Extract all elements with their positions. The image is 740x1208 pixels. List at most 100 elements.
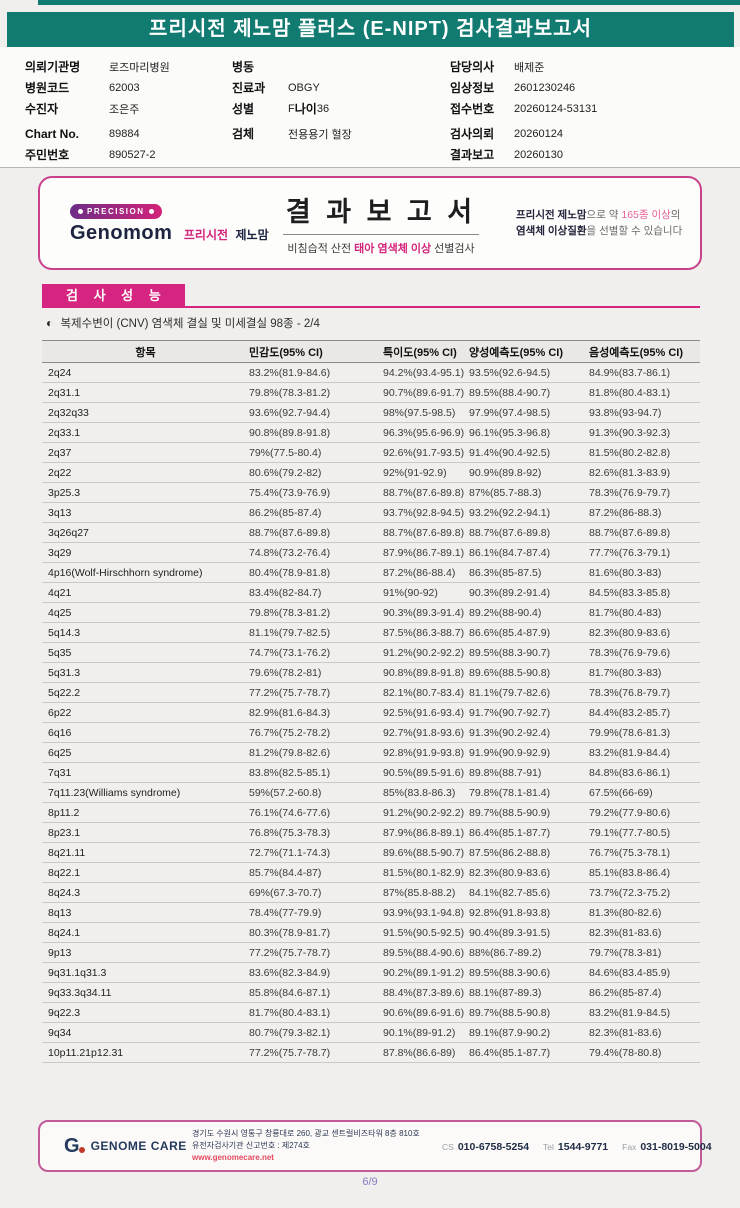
field-label: 병원코드	[25, 81, 70, 95]
item-cell: 6q25	[42, 742, 249, 763]
value-cell: 81.8%(80.4-83.1)	[589, 382, 700, 403]
tel-label: Tel	[543, 1142, 554, 1152]
performance-table-body: 2q24 83.2%(81.9-84.6) 94.2%(93.4-95.1) 93.5…	[42, 362, 700, 1063]
patient-info-row: 결과보고 20260130	[450, 144, 725, 165]
field-value: 전용용기 혈장	[288, 128, 352, 141]
item-cell: 8q21.11	[42, 842, 249, 863]
value-cell: 89.1%(87.9-90.2)	[469, 1022, 589, 1043]
value-cell: 88.4%(87.3-89.6)	[383, 982, 469, 1003]
table-row: 4q25 79.8%(78.3-81.2) 90.3%(89.3-91.4) 89.2…	[42, 602, 700, 623]
table-row: 3p25.3 75.4%(73.9-76.9) 88.7%(87.6-89.8) 87…	[42, 482, 700, 503]
value-cell: 84.4%(83.2-85.7)	[589, 702, 700, 723]
field-label: 나이	[294, 102, 317, 116]
item-cell: 3q26q27	[42, 522, 249, 543]
header-note: 프리시전 제노맘으로 약 165종 이상의 염색체 이상질환을 선별할 수 있습…	[516, 208, 683, 237]
item-cell: 9q33.3q34.11	[42, 982, 249, 1003]
value-cell: 83.2%(81.9-84.4)	[589, 742, 700, 763]
value-cell: 88.7%(87.6-89.8)	[383, 482, 469, 503]
col-header-specificity: 특이도(95% CI)	[383, 340, 469, 363]
footer-contacts: CS 010-6758-5254 Tel 1544-9771 Fax 031-8019…	[442, 1137, 730, 1155]
subtitle-highlight: 태아 염색체 이상	[354, 243, 432, 255]
table-caption-text: 복제수변이 (CNV) 염색체 결실 및 미세결실 98종 - 2/4	[60, 318, 320, 330]
value-cell: 69%(67.3-70.7)	[249, 882, 383, 903]
value-cell: 82.6%(81.3-83.9)	[589, 462, 700, 483]
value-cell: 81.7%(80.4-83.1)	[249, 1002, 383, 1023]
col-header-sensitivity: 민감도(95% CI)	[249, 340, 383, 363]
value-cell: 84.6%(83.4-85.9)	[589, 962, 700, 983]
patient-info-row: Chart No. 89884	[25, 123, 230, 144]
value-cell: 90.1%(89-91.2)	[383, 1022, 469, 1043]
value-cell: 93.7%(92.8-94.5)	[383, 502, 469, 523]
table-header-row: 항목 민감도(95% CI) 특이도(95% CI) 양성예측도(95% CI)…	[42, 340, 700, 363]
website-link[interactable]: www.genomecare.net	[192, 1153, 274, 1162]
item-cell: 3p25.3	[42, 482, 249, 503]
field-value: 62003	[109, 81, 140, 94]
value-cell: 90.4%(89.3-91.5)	[469, 922, 589, 943]
value-cell: 84.5%(83.3-85.8)	[589, 582, 700, 603]
value-cell: 88.7%(87.6-89.8)	[383, 522, 469, 543]
fax-label: Fax	[622, 1142, 637, 1152]
report-subtitle: 비침습적 산전 태아 염색체 이상 선별검사	[287, 243, 475, 255]
value-cell: 92%(91-92.9)	[383, 462, 469, 483]
col-header-npv: 음성예측도(95% CI)	[589, 340, 700, 363]
value-cell: 91.9%(90.9-92.9)	[469, 742, 589, 763]
value-cell: 80.6%(79.2-82)	[249, 462, 383, 483]
value-cell: 90.2%(89.1-91.2)	[383, 962, 469, 983]
value-cell: 86.6%(85.4-87.9)	[469, 622, 589, 643]
item-cell: 2q33.1	[42, 422, 249, 443]
field-value: 2601230246	[514, 81, 576, 94]
value-cell: 87.2%(86-88.3)	[589, 502, 700, 523]
value-cell: 86.2%(85-87.4)	[249, 502, 383, 523]
address-line-2: 유전자검사기관 신고번호 : 제274호	[192, 1141, 310, 1150]
value-cell: 87.5%(86.2-88.8)	[469, 842, 589, 863]
item-cell: 8q24.1	[42, 922, 249, 943]
value-cell: 89.6%(88.5-90.8)	[469, 662, 589, 683]
field-value: 20260130	[514, 148, 563, 161]
value-cell: 77.2%(75.7-78.7)	[249, 682, 383, 703]
value-cell: 81.1%(79.7-82.6)	[469, 682, 589, 703]
precision-badge: PRECISION	[70, 204, 162, 219]
table-row: 2q31.1 79.8%(78.3-81.2) 90.7%(89.6-91.7) 89…	[42, 382, 700, 403]
value-cell: 82.3%(81-83.6)	[589, 1022, 700, 1043]
item-cell: 8q13	[42, 902, 249, 923]
table-row: 5q22.2 77.2%(75.7-78.7) 82.1%(80.7-83.4) 81…	[42, 682, 700, 703]
page-number: 6/9	[362, 1176, 378, 1188]
item-cell: 6q16	[42, 722, 249, 743]
value-cell: 85.7%(84.4-87)	[249, 862, 383, 883]
value-cell: 92.7%(91.8-93.6)	[383, 722, 469, 743]
field-label: 담당의사	[450, 60, 495, 74]
value-cell: 85%(83.8-86.3)	[383, 782, 469, 803]
value-cell: 87%(85.7-88.3)	[469, 482, 589, 503]
item-cell: 2q31.1	[42, 382, 249, 403]
value-cell: 72.7%(71.1-74.3)	[249, 842, 383, 863]
value-cell: 91.2%(90.2-92.2)	[383, 642, 469, 663]
value-cell: 80.7%(79.3-82.1)	[249, 1022, 383, 1043]
value-cell: 76.1%(74.6-77.6)	[249, 802, 383, 823]
footer-address: 경기도 수원시 영통구 창룡대로 260, 광교 센트럴비즈타워 8층 810호…	[192, 1128, 442, 1164]
value-cell: 91.4%(90.4-92.5)	[469, 442, 589, 463]
patient-info-row: 검사의뢰 20260124	[450, 123, 725, 144]
value-cell: 91.3%(90.2-92.4)	[469, 722, 589, 743]
patient-info-panel: 의뢰기관명 로즈마리병원 병원코드 62003 수진자 조은주 Chart No. 89884…	[0, 47, 740, 168]
value-cell: 75.4%(73.9-76.9)	[249, 482, 383, 503]
value-cell: 91.3%(90.3-92.3)	[589, 422, 700, 443]
field-value: OBGY	[288, 81, 320, 94]
patient-info-row: 검체 전용용기 혈장	[232, 123, 447, 144]
patient-info-row: 접수번호 20260124-53131	[450, 98, 725, 119]
value-cell: 80.3%(78.9-81.7)	[249, 922, 383, 943]
table-row: 8p23.1 76.8%(75.3-78.3) 87.9%(86.8-89.1) 86…	[42, 822, 700, 843]
table-row: 5q35 74.7%(73.1-76.2) 91.2%(90.2-92.2) 89.5…	[42, 642, 700, 663]
value-cell: 74.8%(73.2-76.4)	[249, 542, 383, 563]
field-label: 검사의뢰	[450, 127, 495, 141]
value-cell: 98%(97.5-98.5)	[383, 402, 469, 423]
value-cell: 91.7%(90.7-92.7)	[469, 702, 589, 723]
genome-care-logo: G GENOME CARE	[40, 1136, 192, 1156]
value-cell: 90.3%(89.2-91.4)	[469, 582, 589, 603]
field-value: 배제준	[514, 61, 545, 74]
logo-red-dot-icon	[78, 1147, 85, 1153]
value-cell: 83.8%(82.5-85.1)	[249, 762, 383, 783]
table-row: 3q29 74.8%(73.2-76.4) 87.9%(86.7-89.1) 86.1…	[42, 542, 700, 563]
item-cell: 7q31	[42, 762, 249, 783]
table-row: 9q34 80.7%(79.3-82.1) 90.1%(89-91.2) 89.1%(…	[42, 1022, 700, 1043]
value-cell: 82.9%(81.6-84.3)	[249, 702, 383, 723]
